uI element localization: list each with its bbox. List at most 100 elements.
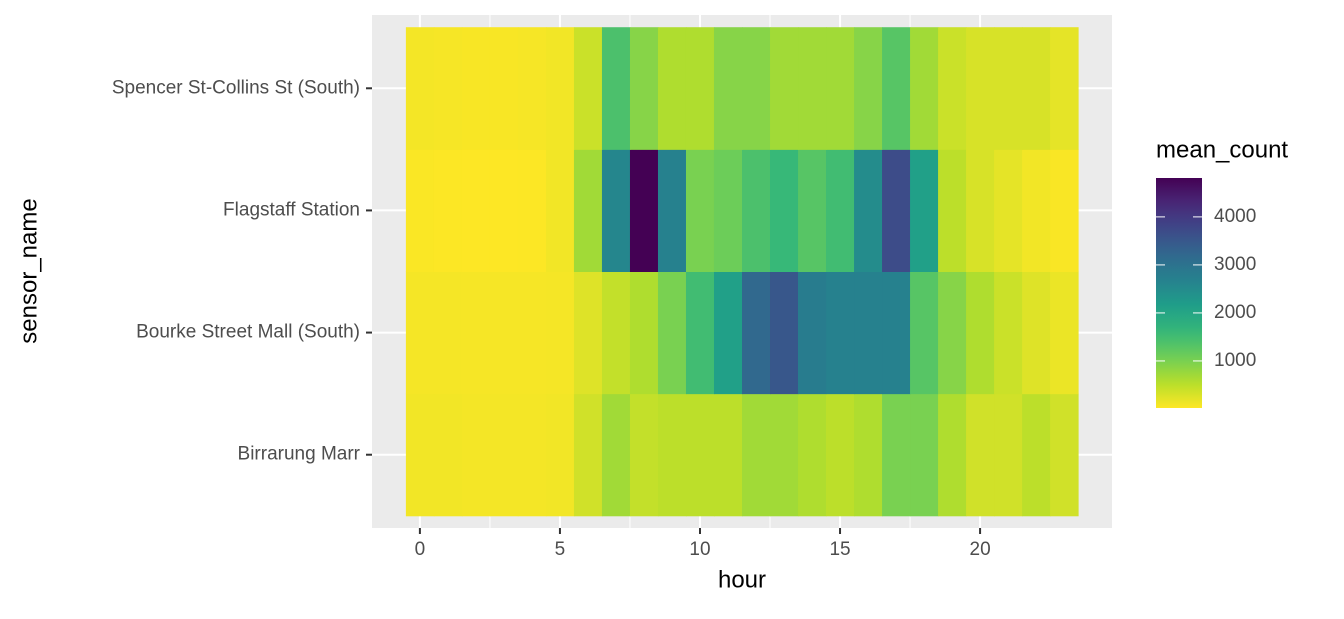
heat-cell (573, 271, 603, 395)
y-tick-label: Birrarung Marr (238, 444, 361, 465)
heat-cell (433, 149, 463, 272)
heat-cell (826, 271, 855, 395)
heat-cell (461, 27, 491, 150)
heat-cell (713, 393, 743, 517)
heat-cell (685, 149, 715, 272)
heat-cell (854, 271, 883, 395)
heat-cell (966, 393, 995, 517)
heat-cell (1050, 271, 1079, 395)
heat-cell (798, 393, 827, 517)
colorbar (1156, 178, 1202, 408)
heat-cell (405, 271, 435, 395)
heat-cell (1050, 27, 1079, 150)
heat-cell (657, 149, 687, 272)
heat-cell (994, 149, 1023, 272)
heat-cell (657, 271, 687, 395)
heat-cell (545, 393, 575, 517)
heat-cell (433, 27, 463, 150)
heat-cell (629, 149, 659, 272)
heat-cell (489, 27, 519, 150)
heat-cell (713, 149, 743, 272)
heat-cell (994, 27, 1023, 150)
heat-cell (685, 393, 715, 517)
heat-cell (433, 271, 463, 395)
y-tick-label: Flagstaff Station (223, 199, 360, 220)
heat-cell (798, 149, 827, 272)
heat-cell (770, 27, 799, 150)
heat-cell (938, 393, 967, 517)
heat-cell (545, 271, 575, 395)
heat-cell (545, 149, 575, 272)
heat-cell (713, 271, 743, 395)
heat-cell (685, 271, 715, 395)
heat-cell (573, 149, 603, 272)
heat-cell (405, 393, 435, 517)
heat-cell (517, 393, 547, 517)
heat-cell (629, 27, 659, 150)
legend-title: mean_count (1156, 136, 1288, 163)
heat-cell (966, 27, 995, 150)
heat-cell (994, 393, 1023, 517)
heat-cell (517, 149, 547, 272)
heat-cell (854, 393, 883, 517)
heat-cell (629, 271, 659, 395)
heat-cell (573, 393, 603, 517)
heat-cell (517, 271, 547, 395)
y-tick-label: Spencer St-Collins St (South) (112, 77, 360, 98)
heat-cell (489, 271, 519, 395)
heat-cell (742, 149, 771, 272)
heat-cell (1022, 393, 1051, 517)
x-tick-label: 5 (555, 539, 566, 560)
heat-cell (770, 393, 799, 517)
heat-cell (1022, 149, 1051, 272)
x-axis-title: hour (718, 566, 766, 593)
heat-cell (461, 393, 491, 517)
colorbar-tick-label: 3000 (1214, 254, 1256, 275)
heat-cell (798, 27, 827, 150)
heat-cell (882, 393, 911, 517)
heat-cell (826, 27, 855, 150)
heat-cell (826, 149, 855, 272)
heat-cell (573, 27, 603, 150)
colorbar-tick-label: 4000 (1214, 206, 1256, 227)
heat-cell (601, 27, 631, 150)
heat-cell (517, 27, 547, 150)
heat-cell (489, 393, 519, 517)
heat-cell (601, 149, 631, 272)
x-tick-label: 10 (689, 539, 710, 560)
heat-cell (966, 149, 995, 272)
heat-cell (910, 27, 939, 150)
heat-cell (910, 393, 939, 517)
heat-cell (713, 27, 743, 150)
heat-cell (938, 271, 967, 395)
heat-cell (826, 393, 855, 517)
heat-cell (657, 27, 687, 150)
heat-cell (770, 271, 799, 395)
heat-cell (461, 149, 491, 272)
heat-cell (461, 271, 491, 395)
heat-cell (1022, 27, 1051, 150)
heat-cell (798, 271, 827, 395)
heat-cell (1050, 393, 1079, 517)
colorbar-tick-label: 1000 (1214, 350, 1256, 371)
heat-cell (882, 149, 911, 272)
heat-cell (601, 393, 631, 517)
heat-cell (742, 393, 771, 517)
heat-cell (405, 27, 435, 150)
heat-cell (489, 149, 519, 272)
heat-cell (685, 27, 715, 150)
heat-cell (882, 27, 911, 150)
heat-cell (910, 149, 939, 272)
y-tick-label: Bourke Street Mall (South) (136, 322, 360, 343)
heat-cell (742, 27, 771, 150)
heat-cell (405, 149, 435, 272)
heat-cell (433, 393, 463, 517)
colorbar-tick-label: 2000 (1214, 302, 1256, 323)
heat-cell (770, 149, 799, 272)
heat-cell (966, 271, 995, 395)
heat-cell (742, 271, 771, 395)
heat-cell (601, 271, 631, 395)
heat-cell (938, 149, 967, 272)
heat-cell (910, 271, 939, 395)
